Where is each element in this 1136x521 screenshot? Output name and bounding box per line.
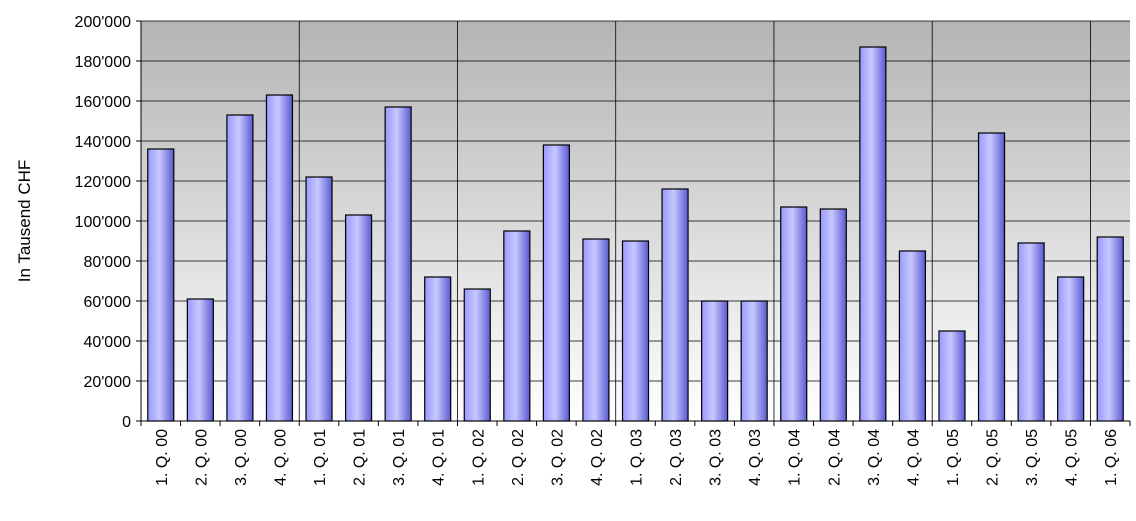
bar bbox=[898, 250, 927, 422]
x-tick-label: 2. Q. 05 bbox=[985, 429, 1002, 486]
x-tick-label: 1. Q. 04 bbox=[787, 429, 804, 486]
y-tick-label: 40'000 bbox=[83, 334, 131, 351]
bar bbox=[780, 206, 808, 422]
bar bbox=[265, 94, 294, 422]
bar bbox=[344, 214, 373, 422]
y-tick-label: 60'000 bbox=[83, 294, 131, 311]
bar bbox=[305, 176, 333, 422]
x-tick-label: 4. Q. 04 bbox=[905, 429, 922, 486]
x-tick-labels: 1. Q. 00 2. Q. 00 3. Q. 00 4. Q. 00 1. Q. 01… bbox=[154, 429, 1120, 486]
y-axis-title: In Tausend CHF bbox=[15, 160, 34, 283]
bar bbox=[819, 208, 847, 422]
y-tick-labels: 0 20'000 40'000 60'000 80'000 100'000 120'000 1… bbox=[75, 14, 132, 431]
x-tick-label: 3. Q. 01 bbox=[391, 429, 408, 486]
bar bbox=[661, 188, 689, 422]
bar bbox=[503, 230, 531, 422]
y-tick-label: 180'000 bbox=[75, 54, 132, 71]
y-tick-label: 100'000 bbox=[75, 214, 132, 231]
x-tick-label: 1. Q. 01 bbox=[312, 429, 329, 486]
bar bbox=[463, 288, 491, 422]
x-tick-label: 3. Q. 05 bbox=[1024, 429, 1041, 486]
y-tick-label: 120'000 bbox=[75, 174, 132, 191]
x-tick-label: 3. Q. 00 bbox=[233, 429, 250, 486]
bar bbox=[147, 148, 175, 422]
bar bbox=[1057, 276, 1085, 422]
x-tick-label: 4. Q. 03 bbox=[747, 429, 764, 486]
x-tick-label: 1. Q. 06 bbox=[1103, 429, 1120, 486]
x-tick-label: 1. Q. 00 bbox=[154, 429, 171, 486]
x-tick-label: 1. Q. 05 bbox=[945, 429, 962, 486]
y-tick-label: 20'000 bbox=[83, 374, 131, 391]
x-tick-label: 3. Q. 04 bbox=[866, 429, 883, 486]
y-tick-label: 160'000 bbox=[75, 94, 132, 111]
bar bbox=[186, 298, 214, 422]
bar bbox=[1017, 242, 1045, 422]
x-tick-label: 2. Q. 03 bbox=[668, 429, 685, 486]
bar bbox=[938, 330, 966, 422]
x-tick-label: 4. Q. 01 bbox=[431, 429, 448, 486]
bar bbox=[701, 300, 729, 422]
bars bbox=[147, 46, 1124, 422]
y-tick-label: 0 bbox=[122, 414, 131, 431]
y-tick-label: 200'000 bbox=[75, 14, 132, 31]
x-tick-label: 2. Q. 01 bbox=[352, 429, 369, 486]
bar bbox=[424, 276, 452, 422]
x-tick-label: 2. Q. 00 bbox=[193, 429, 210, 486]
x-tick-label: 3. Q. 02 bbox=[549, 429, 566, 486]
bar bbox=[621, 240, 650, 422]
x-tick-label: 3. Q. 03 bbox=[708, 429, 725, 486]
x-tick-label: 4. Q. 05 bbox=[1064, 429, 1081, 486]
y-tick-label: 140'000 bbox=[75, 134, 132, 151]
bar bbox=[859, 46, 887, 422]
y-tick-label: 80'000 bbox=[83, 254, 131, 271]
x-tick-label: 1. Q. 03 bbox=[629, 429, 646, 486]
x-tick-label: 4. Q. 02 bbox=[589, 429, 606, 486]
bar bbox=[977, 132, 1006, 422]
axes bbox=[136, 20, 1131, 426]
x-tick-label: 2. Q. 04 bbox=[826, 429, 843, 486]
x-tick-label: 1. Q. 02 bbox=[470, 429, 487, 486]
bar bbox=[226, 114, 254, 422]
bar bbox=[1096, 236, 1124, 422]
x-tick-label: 2. Q. 02 bbox=[510, 429, 527, 486]
bar bbox=[384, 106, 412, 422]
bar bbox=[582, 238, 610, 422]
bar bbox=[740, 300, 768, 422]
bar bbox=[542, 144, 570, 422]
x-tick-label: 4. Q. 00 bbox=[272, 429, 289, 486]
